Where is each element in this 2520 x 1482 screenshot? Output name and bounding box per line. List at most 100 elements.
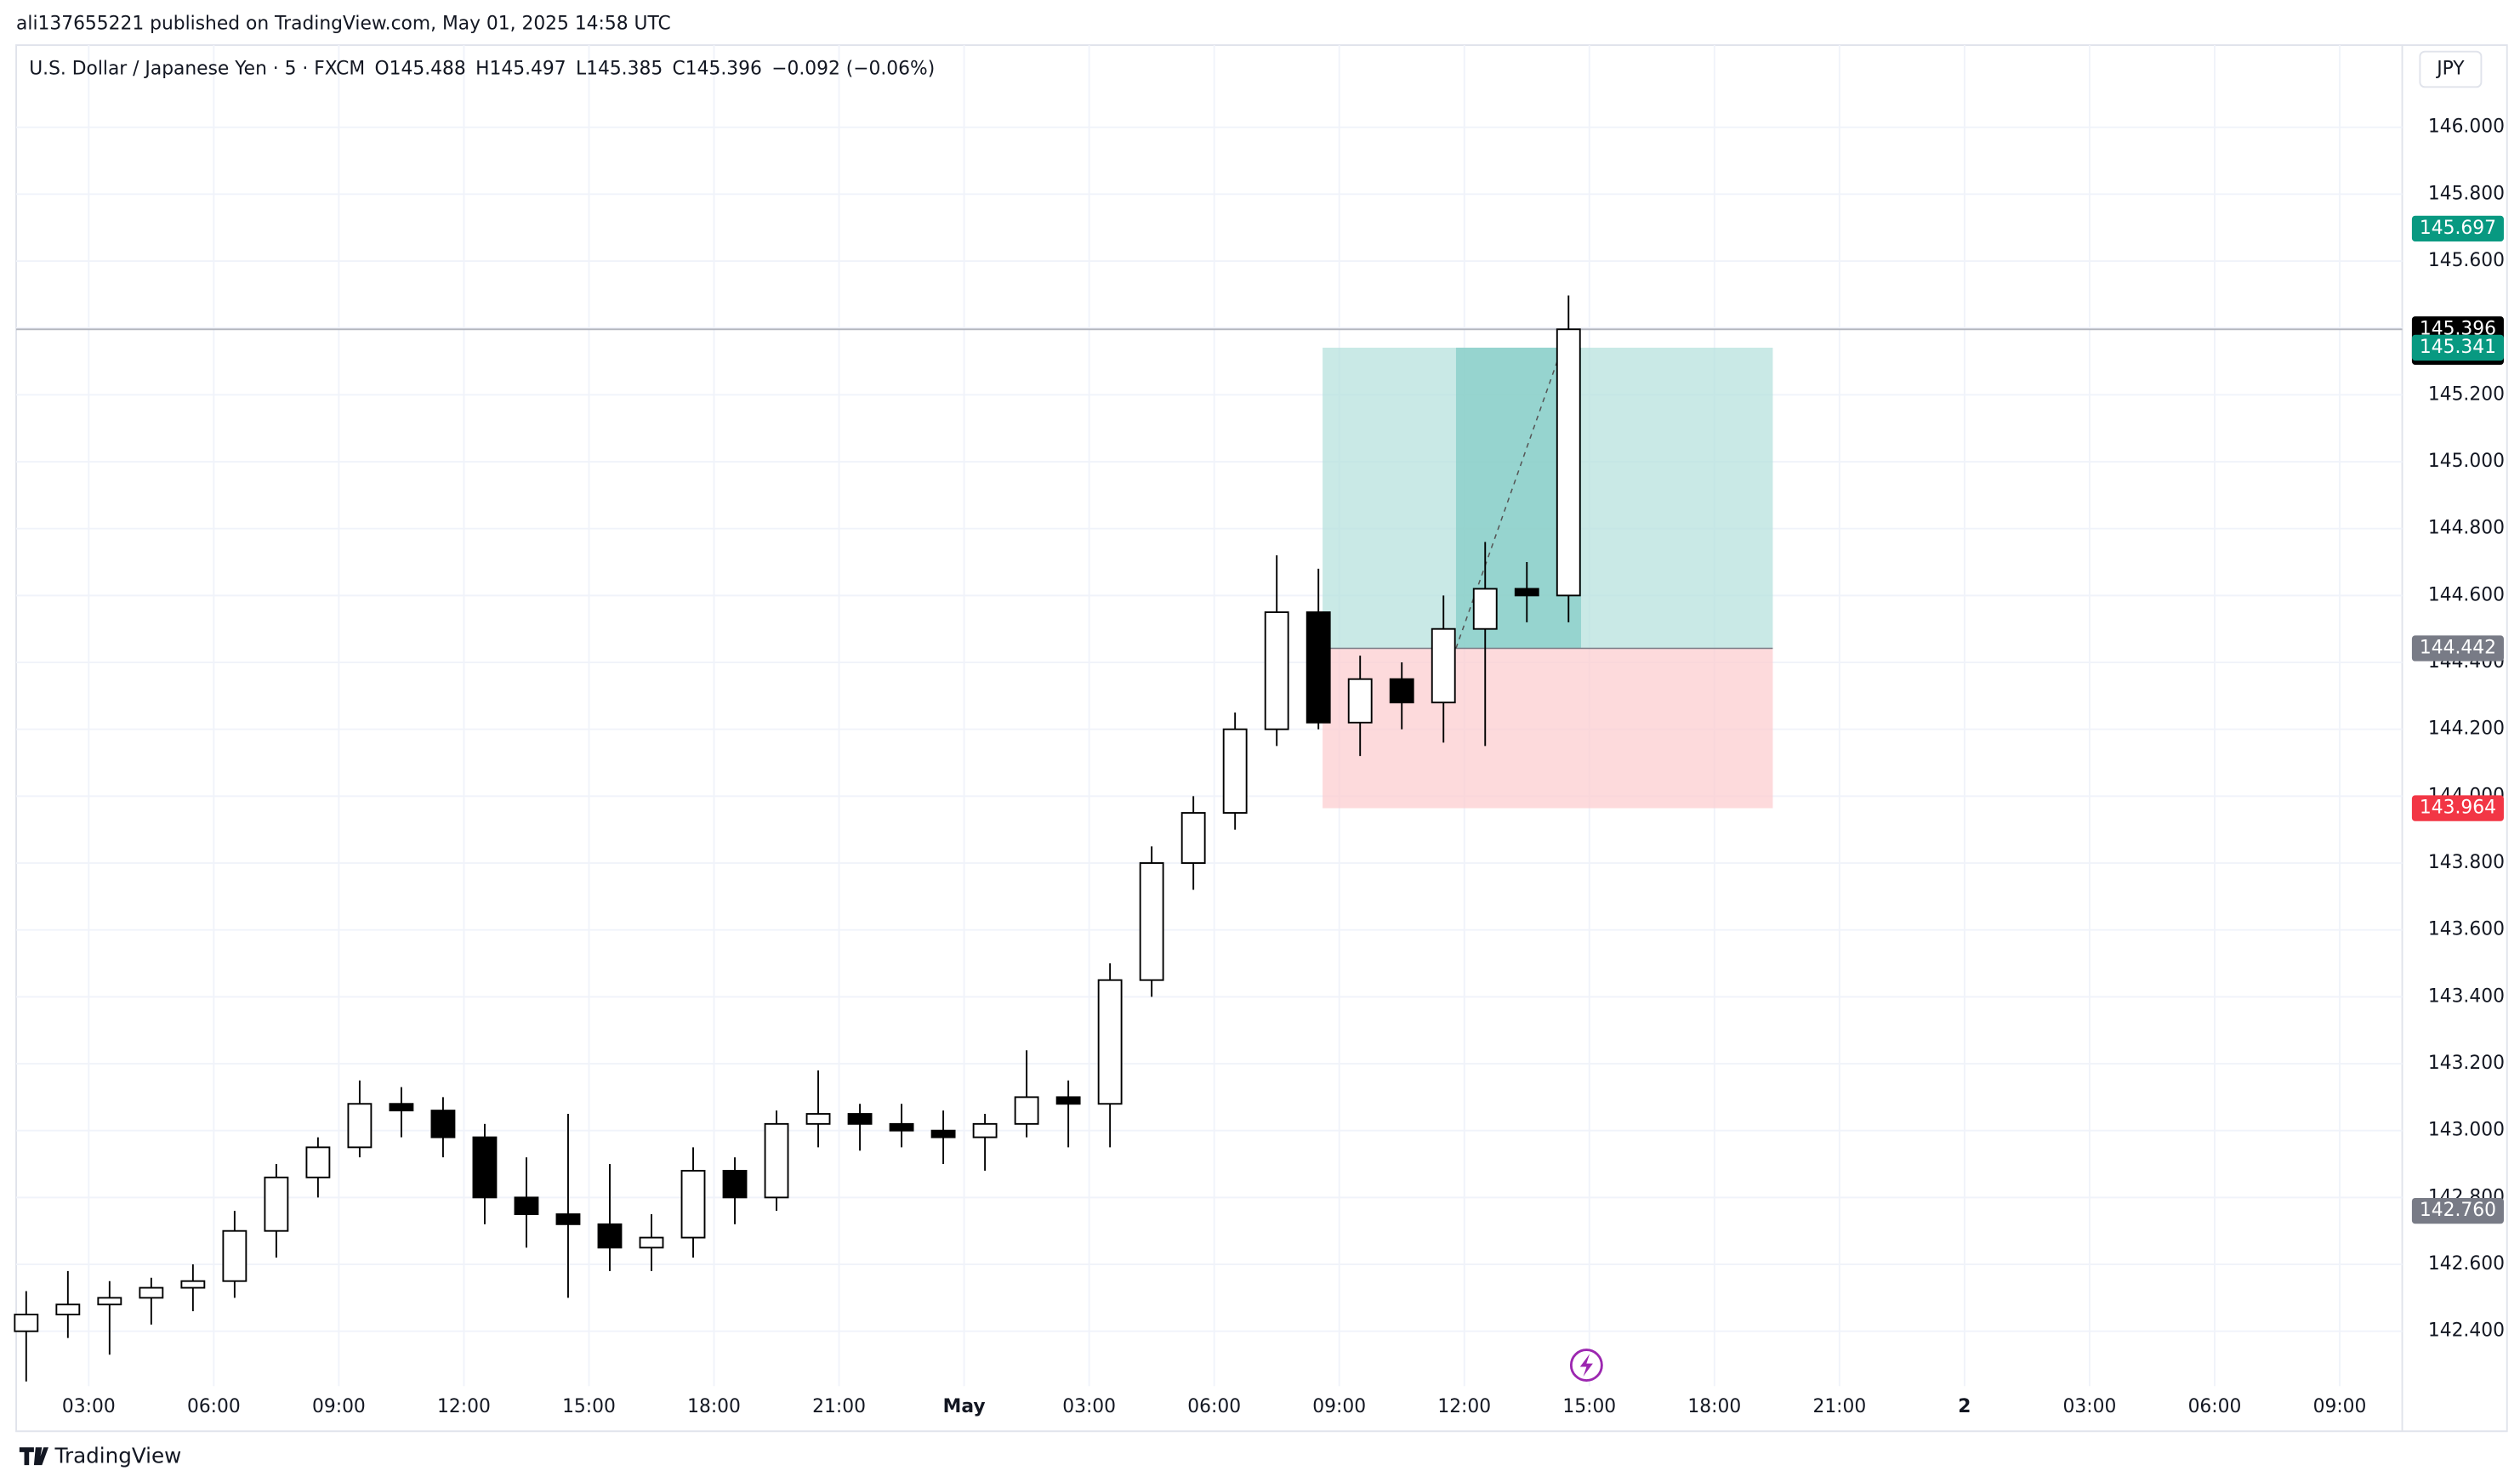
- y-tick-label: 143.600: [2428, 919, 2505, 940]
- y-tick-label: 143.400: [2428, 985, 2505, 1007]
- candle-body: [680, 1169, 706, 1239]
- x-tick-label: 18:00: [687, 1396, 741, 1417]
- candle-body: [264, 1176, 289, 1232]
- y-tick-label: 146.000: [2428, 116, 2505, 138]
- price-badge-label: 144.442: [2420, 638, 2496, 659]
- x-tick-label: 21:00: [1812, 1396, 1866, 1417]
- x-tick-label: 06:00: [2188, 1396, 2242, 1417]
- y-tick-label: 144.600: [2428, 584, 2505, 605]
- y-tick-label: 142.400: [2428, 1320, 2505, 1342]
- candle-body: [555, 1213, 581, 1225]
- y-tick-label: 143.000: [2428, 1120, 2505, 1141]
- candle-body: [1306, 611, 1331, 724]
- lightning: [1579, 1354, 1593, 1377]
- y-tick-label: 145.600: [2428, 250, 2505, 271]
- price-badge: [2411, 215, 2504, 242]
- candle-body: [97, 1297, 122, 1306]
- legend-key: O: [375, 59, 390, 80]
- candle-body: [805, 1113, 831, 1125]
- footer-brand: TradingView: [54, 1444, 182, 1468]
- legend-value: 145.396: [685, 59, 762, 80]
- y-tick-label: 144.800: [2428, 518, 2505, 539]
- candle-body: [1014, 1096, 1039, 1125]
- candle-body: [722, 1169, 748, 1199]
- x-tick-label: 15:00: [1562, 1396, 1616, 1417]
- currency[interactable]: JPY: [2435, 59, 2465, 80]
- legend-value: 145.488: [390, 59, 466, 80]
- legend-key: L: [576, 59, 587, 80]
- candle-body: [597, 1223, 623, 1249]
- candle-body: [1222, 728, 1248, 814]
- price-badge: [2411, 334, 2504, 361]
- x-tick-label: 09:00: [312, 1396, 366, 1417]
- candle-body: [1097, 979, 1123, 1105]
- candle-body: [389, 1103, 414, 1112]
- x-tick-label: 03:00: [2063, 1396, 2117, 1417]
- legend-value: 145.385: [586, 59, 663, 80]
- x-tick-label: 21:00: [812, 1396, 866, 1417]
- y-tick-label: 145.200: [2428, 383, 2505, 405]
- candle-body: [347, 1103, 373, 1149]
- x-tick-label: 12:00: [437, 1396, 491, 1417]
- legend-key: H: [475, 59, 489, 80]
- x-tick-label: 12:00: [1437, 1396, 1491, 1417]
- logo: [19, 1447, 48, 1466]
- candle-body: [514, 1196, 539, 1215]
- candle-body: [1472, 588, 1498, 630]
- x-tick-label: 09:00: [2313, 1396, 2367, 1417]
- candle-body: [305, 1146, 331, 1178]
- candle-body: [472, 1136, 498, 1199]
- candle-body: [639, 1236, 664, 1249]
- price-badge-label: 145.697: [2420, 218, 2496, 239]
- candle-body: [139, 1286, 164, 1299]
- legend-symbol: U.S. Dollar / Japanese Yen · 5 · FXCM: [29, 59, 365, 80]
- candle-body: [764, 1122, 789, 1199]
- y-tick-label: 145.800: [2428, 183, 2505, 204]
- x-tick-label: 09:00: [1312, 1396, 1366, 1417]
- x-tick-label: 06:00: [1187, 1396, 1241, 1417]
- candle-body: [930, 1129, 956, 1138]
- legend-key: C: [673, 59, 685, 80]
- publish-info: ali137655221 published on TradingView.co…: [16, 13, 671, 34]
- candle-body: [1431, 627, 1456, 704]
- x-tick-label: 06:00: [187, 1396, 241, 1417]
- x-tick-label: 03:00: [62, 1396, 116, 1417]
- candle-body: [1180, 812, 1206, 864]
- trade-path: [1455, 329, 1569, 649]
- price-badge: [2411, 635, 2504, 662]
- candle-body: [847, 1113, 873, 1125]
- candle-body: [1055, 1096, 1081, 1105]
- candle-body: [430, 1110, 456, 1138]
- candle-body: [1347, 678, 1373, 724]
- candle-body: [222, 1229, 247, 1282]
- candle-body: [14, 1314, 39, 1332]
- price-badge-label: 142.760: [2420, 1200, 2496, 1221]
- price-badge: [2411, 1197, 2504, 1224]
- plot: [14, 45, 2403, 1387]
- price-badge-label: 143.964: [2420, 798, 2496, 819]
- price-badge: [2411, 795, 2504, 821]
- legend-value: 145.497: [490, 59, 566, 80]
- y-tick-label: 145.000: [2428, 451, 2505, 472]
- x-tick-label: 15:00: [562, 1396, 616, 1417]
- candle-body: [972, 1122, 998, 1138]
- candle-body: [1264, 611, 1289, 730]
- x-tick-label: 2: [1958, 1396, 1971, 1417]
- candle-body: [889, 1122, 914, 1132]
- candle-body: [1556, 328, 1581, 597]
- candle-body: [55, 1303, 81, 1315]
- candle-body: [1139, 862, 1164, 981]
- currency-button[interactable]: [2419, 50, 2483, 88]
- x-tick-label: May: [943, 1396, 986, 1417]
- y-tick-label: 143.200: [2428, 1053, 2505, 1074]
- loss-zone: [1323, 648, 1773, 809]
- chart-frame: [15, 44, 2508, 1433]
- y-tick-label: 144.200: [2428, 718, 2505, 740]
- candle-body: [1389, 678, 1414, 704]
- price-badge-label: 145.341: [2420, 337, 2496, 358]
- legend-change: −0.092 (−0.06%): [771, 59, 935, 80]
- candle-body: [1514, 588, 1539, 597]
